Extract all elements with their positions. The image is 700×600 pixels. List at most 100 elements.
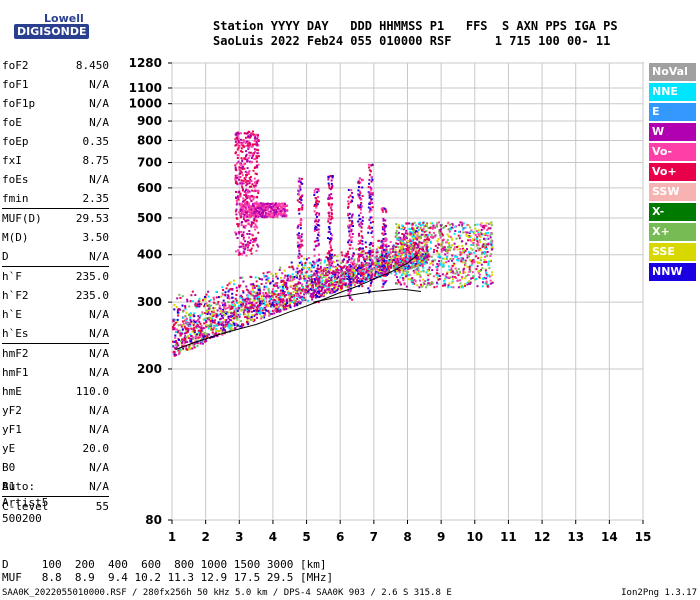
- echo-point: [303, 291, 306, 293]
- echo-point: [420, 283, 422, 286]
- echo-point: [325, 256, 328, 259]
- param-name: foF2: [2, 59, 29, 72]
- echo-point: [255, 180, 258, 183]
- echo-point: [329, 232, 332, 235]
- echo-point: [367, 271, 370, 274]
- echo-point: [410, 222, 413, 225]
- echo-point: [417, 226, 420, 229]
- echo-point: [421, 248, 423, 251]
- echo-point: [252, 195, 255, 198]
- echo-point: [355, 266, 358, 269]
- echo-point: [345, 254, 348, 257]
- echo-point: [245, 150, 248, 153]
- echo-point: [438, 275, 441, 277]
- echo-point: [317, 219, 320, 222]
- echo-point: [209, 323, 211, 326]
- echo-point: [331, 271, 334, 274]
- autoscaling-info: Auto: Artist5 500200: [2, 479, 48, 527]
- echo-point: [472, 260, 475, 263]
- echo-point: [402, 245, 405, 247]
- echo-point: [395, 260, 398, 263]
- echo-point: [416, 230, 419, 233]
- echo-point: [254, 291, 257, 294]
- echo-point: [320, 259, 322, 262]
- echo-point: [317, 267, 320, 270]
- echo-point: [243, 309, 246, 312]
- echo-point: [316, 278, 319, 281]
- echo-point: [307, 274, 310, 277]
- echo-point: [395, 254, 398, 257]
- echo-point: [396, 264, 399, 267]
- echo-point: [275, 293, 278, 296]
- echo-point: [214, 319, 217, 322]
- echo-point: [250, 310, 253, 313]
- echo-point: [210, 329, 213, 332]
- y-tick-label: 500: [137, 211, 162, 225]
- param-value: 0.35: [82, 135, 110, 148]
- echo-point: [377, 239, 380, 242]
- echo-point: [325, 264, 328, 266]
- echo-point: [180, 325, 183, 328]
- echo-point: [427, 234, 430, 237]
- echo-point: [469, 264, 472, 267]
- echo-point: [314, 279, 317, 282]
- echo-point: [261, 278, 263, 281]
- echo-point: [218, 307, 221, 310]
- echo-point: [260, 210, 263, 213]
- echo-point: [227, 295, 230, 298]
- echo-point: [282, 207, 285, 210]
- echo-point: [342, 266, 345, 269]
- echo-point: [390, 272, 393, 275]
- echo-point: [490, 253, 493, 256]
- echo-point: [395, 234, 398, 237]
- echo-point: [281, 283, 284, 286]
- echo-point: [212, 333, 215, 336]
- echo-point: [401, 233, 404, 235]
- echo-point: [235, 208, 238, 211]
- header-line1: Station YYYY DAY DDD HHMMSS P1 FFS S AXN…: [213, 19, 618, 33]
- echo-point: [265, 309, 267, 312]
- echo-point: [410, 232, 413, 235]
- echo-point: [374, 262, 377, 265]
- echo-point: [345, 282, 347, 285]
- echo-point: [357, 272, 360, 275]
- echo-point: [422, 270, 425, 273]
- echo-point: [402, 250, 405, 253]
- echo-point: [300, 243, 303, 246]
- echo-point: [365, 255, 368, 258]
- echo-point: [248, 190, 251, 193]
- echo-point: [386, 255, 389, 257]
- echo-point: [432, 226, 435, 229]
- echo-point: [352, 282, 355, 285]
- echo-point: [176, 311, 179, 314]
- echo-point: [197, 305, 199, 308]
- echo-point: [268, 214, 271, 217]
- echo-point: [443, 257, 445, 260]
- echo-point: [350, 272, 353, 275]
- echo-point: [449, 276, 452, 279]
- echo-point: [234, 308, 237, 311]
- echo-point: [266, 205, 269, 208]
- echo-point: [300, 233, 303, 236]
- echo-point: [348, 235, 351, 237]
- echo-point: [257, 231, 260, 234]
- echo-point: [481, 285, 484, 288]
- echo-point: [189, 337, 192, 340]
- echo-point: [478, 249, 481, 252]
- echo-point: [423, 230, 426, 233]
- echo-point: [215, 303, 218, 306]
- echo-point: [253, 297, 256, 300]
- echo-point: [334, 277, 337, 280]
- echo-point: [251, 145, 254, 148]
- echo-point: [256, 137, 259, 140]
- echo-point: [317, 276, 320, 278]
- echo-point: [291, 265, 294, 268]
- echo-point: [251, 213, 254, 216]
- echo-point: [247, 141, 250, 144]
- echo-point: [249, 290, 252, 293]
- echo-point: [230, 287, 233, 290]
- echo-point: [244, 226, 247, 229]
- echo-point: [305, 281, 308, 284]
- param-row: fxI 8.75: [2, 151, 109, 170]
- echo-point: [282, 214, 285, 217]
